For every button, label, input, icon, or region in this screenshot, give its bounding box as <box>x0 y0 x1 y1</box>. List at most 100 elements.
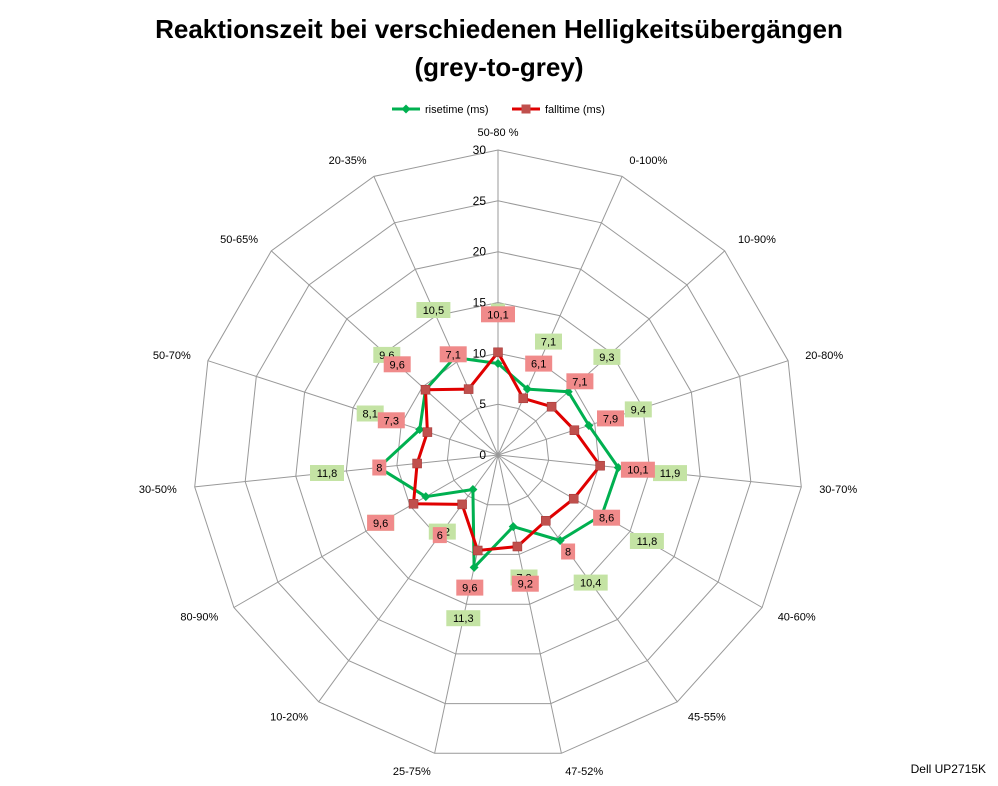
data-label-bg <box>377 412 405 429</box>
data-label: 9,4 <box>631 404 646 416</box>
data-label-bg <box>439 346 467 363</box>
data-point-square <box>457 499 467 510</box>
data-label-bg <box>535 333 562 350</box>
grid-ring <box>396 352 600 555</box>
grid-ring <box>244 200 752 705</box>
legend-label: risetime (ms) <box>425 104 489 116</box>
data-point-square <box>408 499 419 509</box>
data-label: 9,3 <box>599 352 614 364</box>
data-label: 10,1 <box>487 309 508 321</box>
data-label-bg <box>561 543 576 560</box>
data-label-bg <box>446 610 481 627</box>
data-label-bg <box>356 405 384 422</box>
data-label: 7,9 <box>603 413 618 425</box>
data-point-diamond <box>584 420 594 430</box>
category-label: 45-55% <box>688 711 726 723</box>
grid-spoke <box>233 454 499 608</box>
data-point-square <box>541 516 551 526</box>
grid-spoke <box>497 454 763 608</box>
data-point-square <box>472 545 483 556</box>
data-point-square <box>546 401 557 412</box>
radial-tick-labels: 0 5 10 15 20 25 30 <box>473 143 487 462</box>
grid-spoke <box>207 360 499 456</box>
data-label: 10,5 <box>423 305 444 317</box>
legend-label: falltime (ms) <box>545 104 605 116</box>
data-label-bg <box>593 348 621 365</box>
category-label: 10-90% <box>738 234 776 246</box>
series-falltime <box>408 347 605 556</box>
grid-ring <box>446 403 550 506</box>
data-label-bg <box>383 356 411 373</box>
grid-spoke <box>318 454 499 703</box>
data-label-bg <box>629 533 664 549</box>
data-label-bg <box>653 465 687 482</box>
radial-tick-label: 30 <box>473 143 487 157</box>
radial-tick-label: 20 <box>473 245 487 259</box>
data-label-bg <box>566 373 594 390</box>
category-label: 30-70% <box>819 484 857 496</box>
data-label: 9,2 <box>518 579 533 591</box>
data-point-diamond <box>508 522 518 532</box>
data-label-bg <box>367 514 395 531</box>
data-label: 9,6 <box>462 583 477 595</box>
data-label-bg <box>573 574 608 591</box>
data-label-bg <box>525 355 553 372</box>
radar-grid <box>194 149 802 754</box>
category-label: 25-75% <box>393 766 431 778</box>
category-label: 50-70% <box>153 350 191 362</box>
data-label-bg <box>597 410 624 427</box>
data-label-bg <box>620 461 655 478</box>
radial-tick-label: 10 <box>473 346 487 360</box>
data-label-bg <box>624 401 652 418</box>
data-label: 6 <box>437 530 443 542</box>
legend-item: falltime (ms) <box>512 104 605 116</box>
data-label: 11,8 <box>317 468 338 480</box>
data-point-diamond <box>415 425 425 435</box>
category-label: 50-65% <box>220 234 258 246</box>
data-label: 8,1 <box>363 409 378 421</box>
data-point-square <box>420 384 431 395</box>
grid-ring <box>345 301 651 605</box>
chart-title: Reaktionszeit bei verschiedenen Helligke… <box>0 10 998 86</box>
data-label-bg <box>481 306 515 323</box>
data-label: 7,1 <box>541 337 556 349</box>
category-label: 10-20% <box>270 711 308 723</box>
data-label: 9,6 <box>390 359 405 371</box>
data-point-diamond <box>469 562 479 572</box>
data-label: 11,9 <box>660 468 681 480</box>
chart-title-line-1: Reaktionszeit bei verschiedenen Helligke… <box>155 14 843 44</box>
legend-marker <box>401 104 411 114</box>
data-point-diamond <box>563 387 573 397</box>
legend-marker <box>521 104 531 114</box>
radial-tick-label: 25 <box>473 194 487 208</box>
data-label-bg <box>310 465 344 481</box>
data-label: 9,6 <box>373 518 388 530</box>
data-label: 8 <box>376 463 382 475</box>
grid-ring <box>295 251 701 655</box>
data-label: 10,1 <box>627 465 648 477</box>
data-labels-falltime: 10,1 6,1 7,1 7,9 10,1 8,6 8 9,2 9,6 6 9,6 8 7,3 9,6 7,… <box>367 306 655 596</box>
grid-ring <box>194 149 802 754</box>
data-point-square <box>493 347 503 358</box>
category-labels: 50-80 % 0-100% 10-90% 20-80% 30-70% 40-60% 45-… <box>139 127 857 778</box>
data-point-diamond <box>522 384 532 394</box>
data-point-diamond <box>555 536 565 546</box>
data-point-square <box>518 393 528 404</box>
category-label: 0-100% <box>629 155 667 167</box>
data-label-bg <box>456 579 484 596</box>
data-point-diamond <box>613 463 623 473</box>
category-label: 30-50% <box>139 484 177 496</box>
grid-spoke <box>497 176 623 456</box>
category-label: 40-60% <box>778 612 816 624</box>
series-line <box>377 356 620 569</box>
data-label: 8 <box>565 547 571 559</box>
legend: risetime (ms) falltime (ms) <box>392 104 605 116</box>
data-label: 7,1 <box>572 376 587 388</box>
data-label: 11,8 <box>637 536 658 548</box>
chart-title-line-2: (grey-to-grey) <box>414 52 584 82</box>
grid-spoke <box>194 454 499 488</box>
data-label-bg <box>416 302 451 318</box>
data-label-bg <box>432 527 447 544</box>
data-point-square <box>412 458 422 469</box>
